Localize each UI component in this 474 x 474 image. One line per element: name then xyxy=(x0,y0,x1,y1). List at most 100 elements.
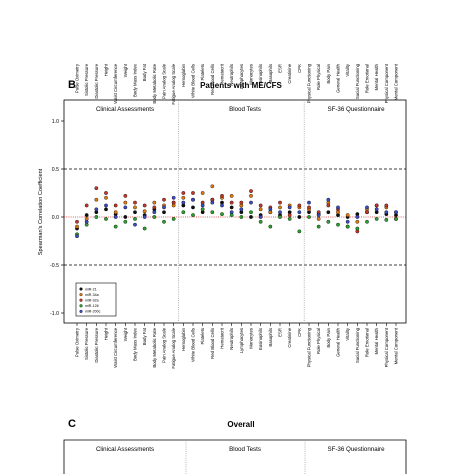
data-point-mir-200c xyxy=(384,210,389,215)
data-point-mir-200c xyxy=(239,207,244,212)
legend-marker xyxy=(79,287,83,291)
data-point-mir-92a xyxy=(104,191,108,195)
x-tick-label: Red Blood Cells xyxy=(210,328,215,359)
section-label-clinical: Clinical Assessments xyxy=(96,106,154,113)
x-tick-label: Hemoglobin xyxy=(181,327,186,351)
data-point-mir-92a xyxy=(142,203,147,208)
x-tick-label: Pulse Oximetry xyxy=(75,327,80,357)
data-point-mir-34a xyxy=(258,207,263,212)
data-point-mir-21 xyxy=(84,213,89,217)
data-point-mir-126 xyxy=(297,229,302,234)
data-point-mir-92a xyxy=(152,205,157,210)
panel-a-category-label: Body Metabolic Rate xyxy=(152,63,157,103)
x-tick-label: Eosinophils xyxy=(258,328,263,350)
data-point-mir-92a xyxy=(287,213,292,217)
data-point-mir-34a xyxy=(75,224,79,229)
x-tick-label: Platelets xyxy=(200,328,205,344)
data-point-mir-92a xyxy=(94,186,99,191)
reference-lines xyxy=(64,100,406,323)
x-tick-label: Body Pain xyxy=(326,327,331,347)
data-point-mir-126 xyxy=(307,215,311,219)
x-tick-label: Diastolic Pressure xyxy=(94,327,99,362)
data-point-mir-200c xyxy=(181,200,186,205)
data-point-mir-200c xyxy=(336,205,340,210)
data-point-mir-126 xyxy=(181,210,186,215)
x-tick-label: Mental Health xyxy=(374,327,379,354)
data-point-mir-200c xyxy=(152,210,157,215)
panel-a-category-label: Eosinophils xyxy=(258,64,263,86)
panel-a-category-label: CPK xyxy=(297,64,302,73)
data-point-mir-126 xyxy=(258,219,263,224)
x-tick-label: Physical Component xyxy=(384,327,389,367)
data-point-mir-92a xyxy=(374,203,379,208)
panel-c-plot-frame xyxy=(63,439,407,474)
legend-label: miR-21 xyxy=(85,287,97,291)
data-point-mir-92a xyxy=(84,203,89,208)
data-point-mir-200c xyxy=(75,234,79,239)
panel-b-label: B xyxy=(68,79,76,91)
data-point-mir-92a xyxy=(171,200,176,205)
x-tick-label: Lymphocytes xyxy=(239,328,244,353)
panel-a-category-label: Pain Analog Scale xyxy=(162,63,167,98)
data-point-mir-200c xyxy=(191,197,195,202)
data-point-mir-126 xyxy=(220,212,224,216)
data-point-mir-21 xyxy=(104,207,108,212)
panel-a-category-label: Lymphocytes xyxy=(239,64,244,89)
panel-c-section-sf36: SF-36 Questionnaire xyxy=(327,446,385,453)
data-point-mir-126 xyxy=(113,224,118,229)
data-point-mir-92a xyxy=(123,194,128,198)
x-tick-label: White Blood Cells xyxy=(191,328,196,362)
panel-a-category-label: Red Blood Cells xyxy=(210,64,215,95)
data-point-mir-200c xyxy=(297,210,302,215)
data-point-mir-126 xyxy=(123,219,128,224)
panel-c-section-blood: Blood Tests xyxy=(229,446,261,453)
data-point-mir-126 xyxy=(278,215,282,219)
data-point-mir-92a xyxy=(133,200,137,205)
x-tick-label: Vitality xyxy=(345,327,350,340)
panel-c-title: Overall xyxy=(227,420,254,429)
panel-a-category-label: Pulse Oximetry xyxy=(75,63,80,93)
data-point-mir-126 xyxy=(249,210,253,215)
data-point-mir-34a xyxy=(249,194,253,198)
data-point-mir-126 xyxy=(268,224,273,229)
x-tick-label: Physical Functioning xyxy=(307,327,312,367)
panel-a-category-label: Vitality xyxy=(345,63,350,76)
data-point-mir-34a xyxy=(152,200,157,205)
data-point-mir-200c xyxy=(162,205,166,210)
data-point-mir-200c xyxy=(94,207,99,212)
data-point-mir-200c xyxy=(123,205,128,210)
data-point-mir-200c xyxy=(104,203,108,208)
data-point-mir-34a xyxy=(104,195,108,200)
data-point-mir-126 xyxy=(365,219,369,224)
data-point-mir-92a xyxy=(278,200,282,205)
panel-a-category-label: Role Physical xyxy=(316,64,321,90)
data-point-mir-21 xyxy=(249,215,253,219)
data-point-mir-92a xyxy=(249,189,253,193)
data-point-mir-200c xyxy=(113,215,118,219)
x-tick-label: Mental Component xyxy=(394,327,399,364)
panel-c: C Overall Clinical Assessments Blood Tes… xyxy=(63,418,407,474)
data-point-mir-126 xyxy=(316,224,321,229)
x-tick-label: Monocytes xyxy=(249,328,254,349)
data-point-mir-92a xyxy=(75,219,79,224)
panel-a-category-label: Mental Health xyxy=(374,63,379,90)
data-point-mir-200c xyxy=(84,219,89,224)
y-axis-title: Spearman's Correlation Coefficient xyxy=(38,168,44,255)
data-point-mir-92a xyxy=(307,205,311,210)
data-point-mir-200c xyxy=(133,222,137,227)
x-tick-label: Role Emotional xyxy=(365,328,370,357)
panel-a-category-label: Body Fat xyxy=(142,63,147,81)
x-tick-label: Weight xyxy=(123,327,128,341)
data-point-mir-34a xyxy=(200,191,205,195)
data-point-mir-200c xyxy=(229,210,234,215)
panel-a-category-label: Hematocrit xyxy=(220,63,225,85)
data-point-mir-92a xyxy=(229,200,234,205)
x-tick-label: Body Fat xyxy=(142,327,147,345)
data-point-mir-200c xyxy=(287,205,292,210)
x-tick-label: Body Metabolic Rate xyxy=(152,327,157,367)
x-tick-label: Sistolic Pressure xyxy=(84,327,89,360)
y-tick-label: -0.5 xyxy=(50,263,59,269)
data-point-mir-200c xyxy=(142,215,147,219)
x-tick-label: Basophils xyxy=(268,328,273,347)
data-point-mir-200c xyxy=(365,205,369,210)
